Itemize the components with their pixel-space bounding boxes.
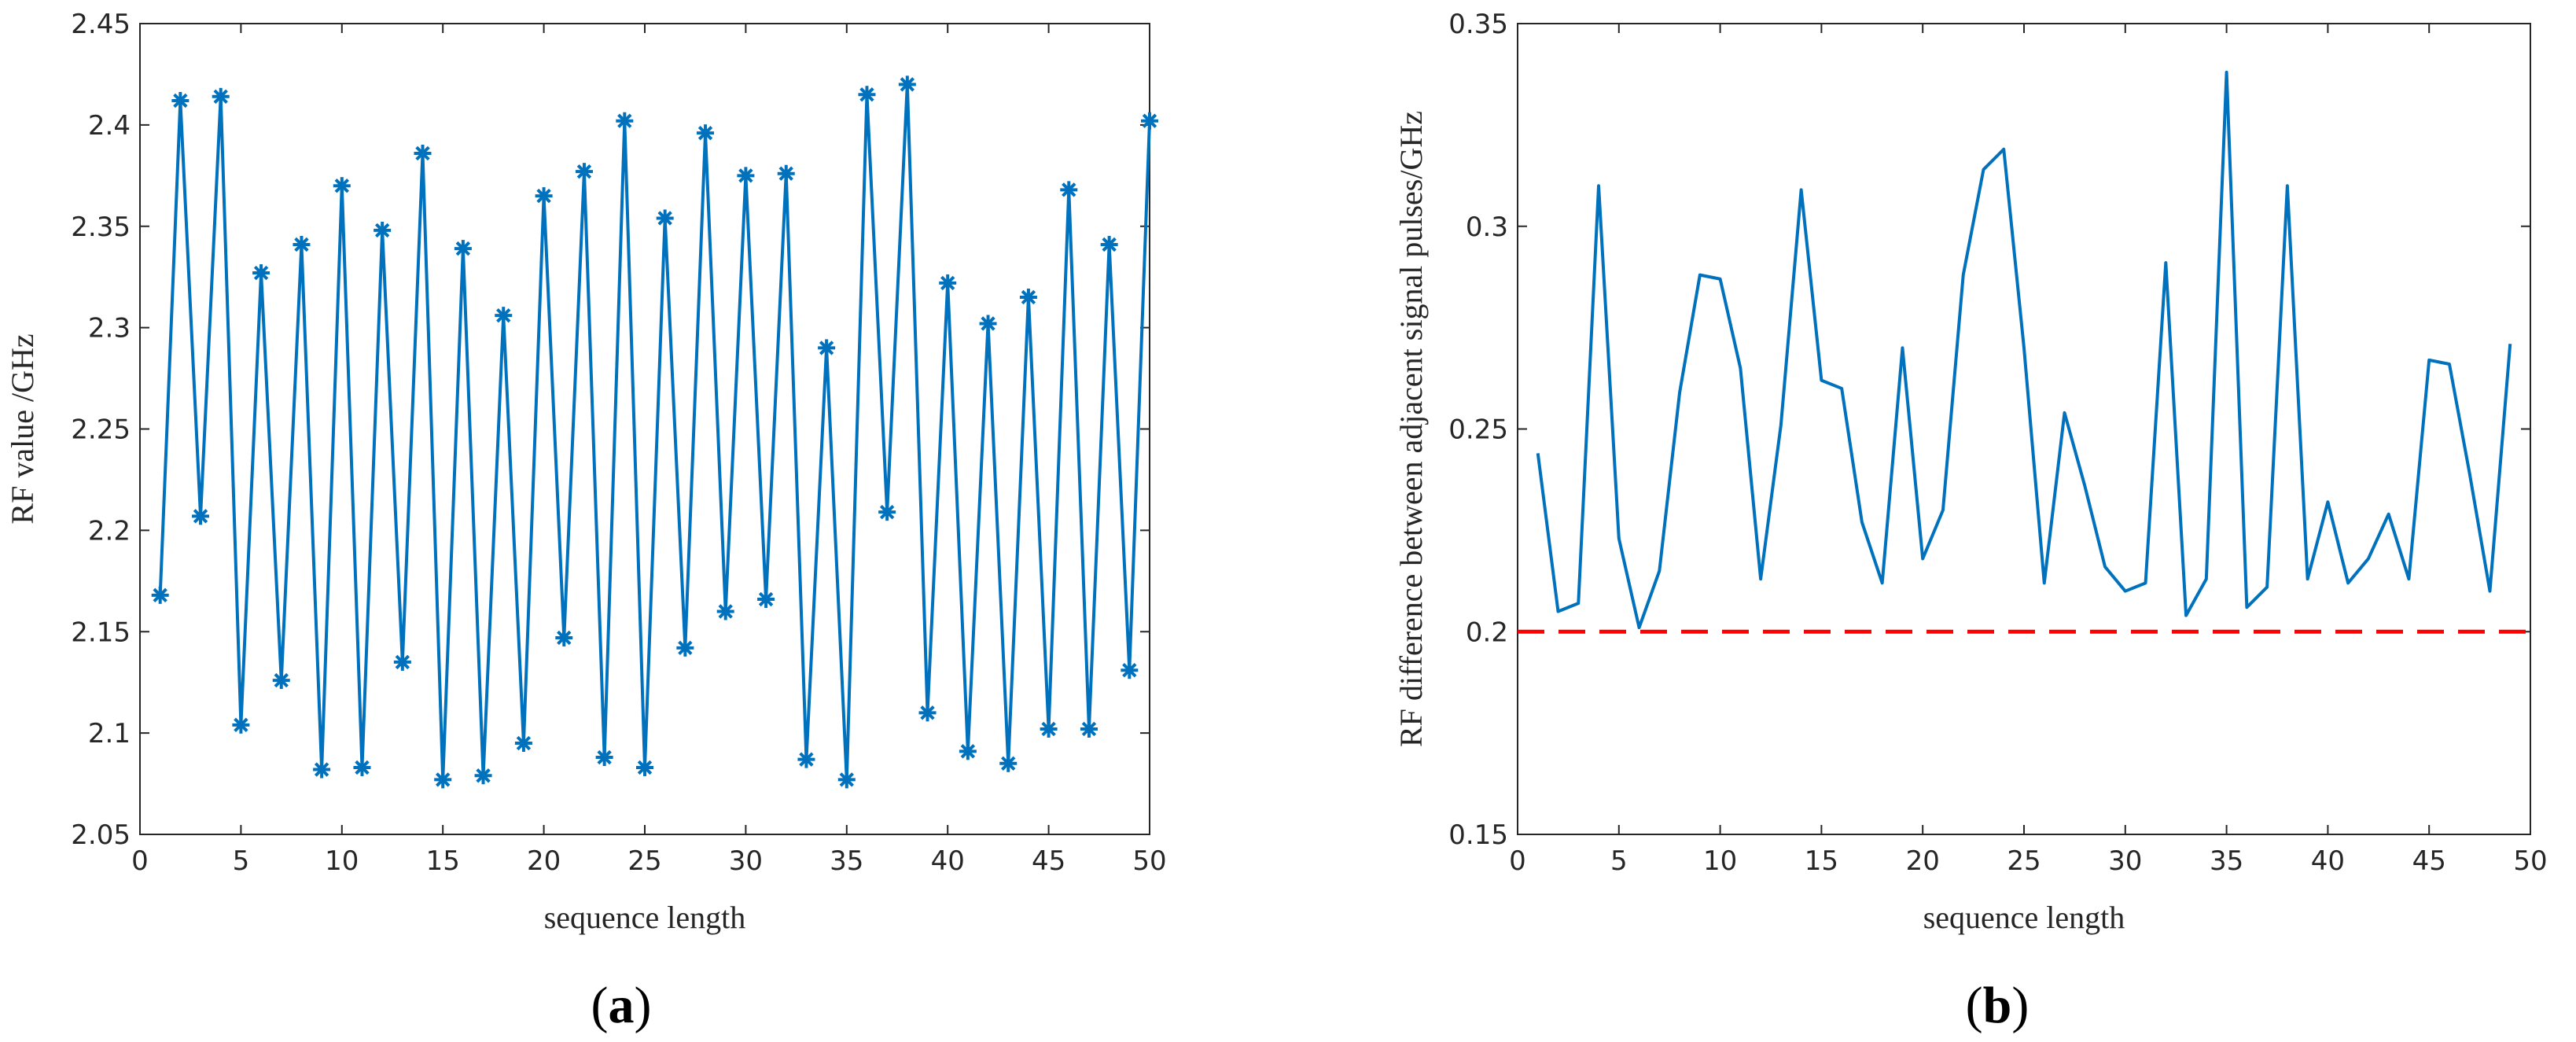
chart-a-data-point (535, 187, 553, 205)
chart-a-data-point (878, 503, 896, 521)
chart-a-ytick-label: 2.35 (71, 212, 131, 243)
chart-b-axes-box (1517, 23, 2531, 835)
chart-a-xtick-label: 5 (233, 845, 250, 877)
chart-a-data-point (1040, 720, 1058, 738)
chart-a-data-point (1019, 288, 1037, 306)
chart-a-data-point (898, 75, 916, 94)
chart-a-ytick-label: 2.3 (88, 313, 131, 344)
chart-a-ytick-label: 2.15 (71, 617, 131, 648)
chart-a-data-point (495, 307, 513, 325)
chart-a-panel-label: (a) (591, 977, 652, 1034)
chart-b-xtick-label: 25 (2007, 845, 2041, 877)
chart-a-xtick-label: 50 (1132, 845, 1166, 877)
chart-a-xtick-label: 40 (931, 845, 965, 877)
chart-a-data-point (636, 758, 653, 776)
chart-a-data-point (474, 767, 492, 785)
chart-a-data-point (818, 339, 836, 357)
chart-b-ytick-label: 0.25 (1448, 414, 1508, 446)
chart-a-data-point (777, 164, 795, 182)
chart-a-data-point (1141, 112, 1158, 130)
chart-a-data-point (1121, 661, 1139, 679)
chart-a-data-point (232, 716, 250, 734)
chart-a-data-point (737, 167, 755, 185)
chart-a-xtick-label: 10 (325, 845, 359, 877)
chart-b-xtick-label: 20 (1906, 845, 1940, 877)
chart-a-ytick-label: 2.25 (71, 414, 131, 446)
chart-a-data-point (616, 112, 634, 130)
chart-a-xtick-label: 30 (729, 845, 763, 877)
chart-b-xtick-label: 15 (1805, 845, 1838, 877)
chart-b-xtick-label: 40 (2311, 845, 2345, 877)
chart-a-data-point (434, 771, 452, 789)
chart-a-xtick-label: 0 (131, 845, 149, 877)
chart-a-data-point (393, 653, 411, 671)
chart-a-data-point (1060, 181, 1078, 199)
chart-a-data-point (252, 264, 270, 282)
chart-a-data-point (959, 742, 977, 760)
chart-b-ytick-label: 0.2 (1466, 617, 1508, 648)
chart-a-data-point (272, 672, 290, 690)
chart-a: sequence length RF value /GHz (a) 0 5 10 15… (5, 9, 1167, 1034)
chart-a-data-point (797, 750, 815, 768)
chart-a-data-point (656, 209, 674, 227)
chart-b-ytick-label: 0.35 (1448, 9, 1508, 40)
chart-a-data-point (999, 754, 1018, 772)
chart-a-xtick-label: 20 (527, 845, 561, 877)
chart-b-xlabel: sequence length (1923, 900, 2125, 935)
chart-a-data-point (1080, 720, 1098, 738)
chart-b-ytick-label: 0.3 (1466, 212, 1508, 243)
chart-a-data-point (151, 586, 169, 604)
chart-a-data-point (716, 602, 734, 620)
chart-a-data-point (676, 639, 694, 657)
chart-a-data-point (918, 704, 937, 722)
chart-a-data-point (837, 771, 856, 789)
chart-a-data-point (555, 628, 573, 646)
chart-b-ylabel: RF difference between adjacent signal pu… (1393, 111, 1429, 747)
chart-b-xtick-label: 10 (1703, 845, 1737, 877)
chart-a-data-point (514, 735, 532, 753)
chart-a-ylabel: RF value /GHz (5, 333, 40, 524)
chart-a-ytick-label: 2.1 (88, 718, 131, 749)
chart-b-xtick-label: 35 (2210, 845, 2243, 877)
chart-b-xtick-label: 5 (1610, 845, 1628, 877)
chart-a-xtick-label: 25 (627, 845, 661, 877)
chart-a-series-line (158, 83, 1151, 782)
chart-a-data-point (979, 315, 997, 333)
chart-a-data-point (333, 177, 351, 195)
chart-a-xlabel: sequence length (544, 900, 746, 935)
chart-a-ytick-label: 2.45 (71, 9, 131, 40)
chart-a-data-point (414, 144, 432, 162)
chart-a-data-point (313, 760, 331, 779)
chart-a-data-point (757, 591, 775, 609)
chart-b-xtick-label: 30 (2108, 845, 2142, 877)
chart-a-data-point (1100, 235, 1118, 253)
chart-a-data-point (858, 86, 876, 104)
chart-a-data-point (353, 758, 371, 776)
chart-a-ytick-label: 2.4 (88, 110, 131, 142)
chart-b-series-line (1536, 70, 2512, 630)
chart-a-data-point (293, 235, 311, 253)
chart-a-data-point (192, 507, 210, 525)
chart-a-data-point (212, 87, 230, 105)
chart-a-data-point (697, 124, 715, 142)
chart-b-xtick-label: 0 (1509, 845, 1526, 877)
chart-b-panel-label: (b) (1966, 977, 2030, 1034)
chart-a-data-point (454, 240, 472, 258)
chart-a-data-point (595, 749, 613, 767)
chart-a-xtick-label: 35 (830, 845, 863, 877)
chart-a-ytick-label: 2.2 (88, 515, 131, 547)
chart-b-ytick-label: 0.15 (1448, 819, 1508, 851)
chart-a-xtick-label: 15 (426, 845, 460, 877)
chart-b-xtick-label: 45 (2412, 845, 2446, 877)
chart-a-data-point (939, 274, 957, 292)
chart-a-data-point (374, 221, 392, 239)
chart-a-data-point (171, 91, 190, 109)
chart-a-data-point (575, 163, 593, 181)
chart-b: sequence length RF difference between ad… (1393, 9, 2548, 1034)
chart-b-xtick-label: 50 (2513, 845, 2547, 877)
chart-a-xtick-label: 45 (1032, 845, 1065, 877)
chart-a-ytick-label: 2.05 (71, 819, 131, 851)
